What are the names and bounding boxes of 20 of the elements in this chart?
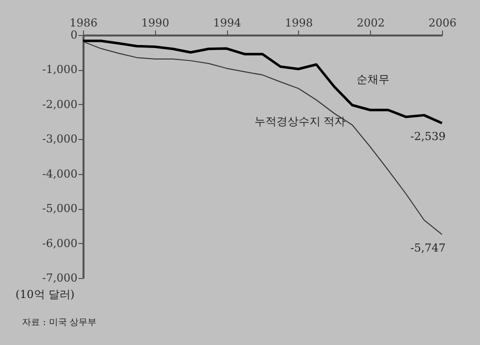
y-tick-label: 0: [70, 28, 78, 42]
y-tick-label: -3,000: [42, 132, 78, 146]
y-tick-label: -4,000: [42, 167, 78, 180]
x-tick-label: 1990: [141, 16, 170, 30]
y-tick-label: -2,000: [42, 98, 78, 111]
y-tick-label: -5,000: [42, 202, 78, 216]
x-tick-label: 1994: [213, 16, 242, 30]
annotation: -2,539: [410, 130, 446, 144]
x-tick-label: 2002: [356, 16, 385, 30]
x-tick-label: 1986: [70, 16, 98, 30]
x-tick-label: 1998: [284, 16, 313, 30]
annotation: -5,747: [410, 242, 446, 255]
x-tick-label: 2006: [428, 16, 456, 30]
text: 자료 : 미국 상무부: [22, 318, 97, 328]
y-axis-title: (10억 달러): [15, 288, 75, 301]
y-tick-label: -1,000: [42, 63, 78, 76]
y-tick-label: -7,000: [42, 272, 78, 284]
series-label: 순채무: [356, 73, 390, 86]
y-tick-label: -6,000: [42, 236, 78, 250]
series-label: 누적경상수지 적자: [254, 115, 346, 128]
